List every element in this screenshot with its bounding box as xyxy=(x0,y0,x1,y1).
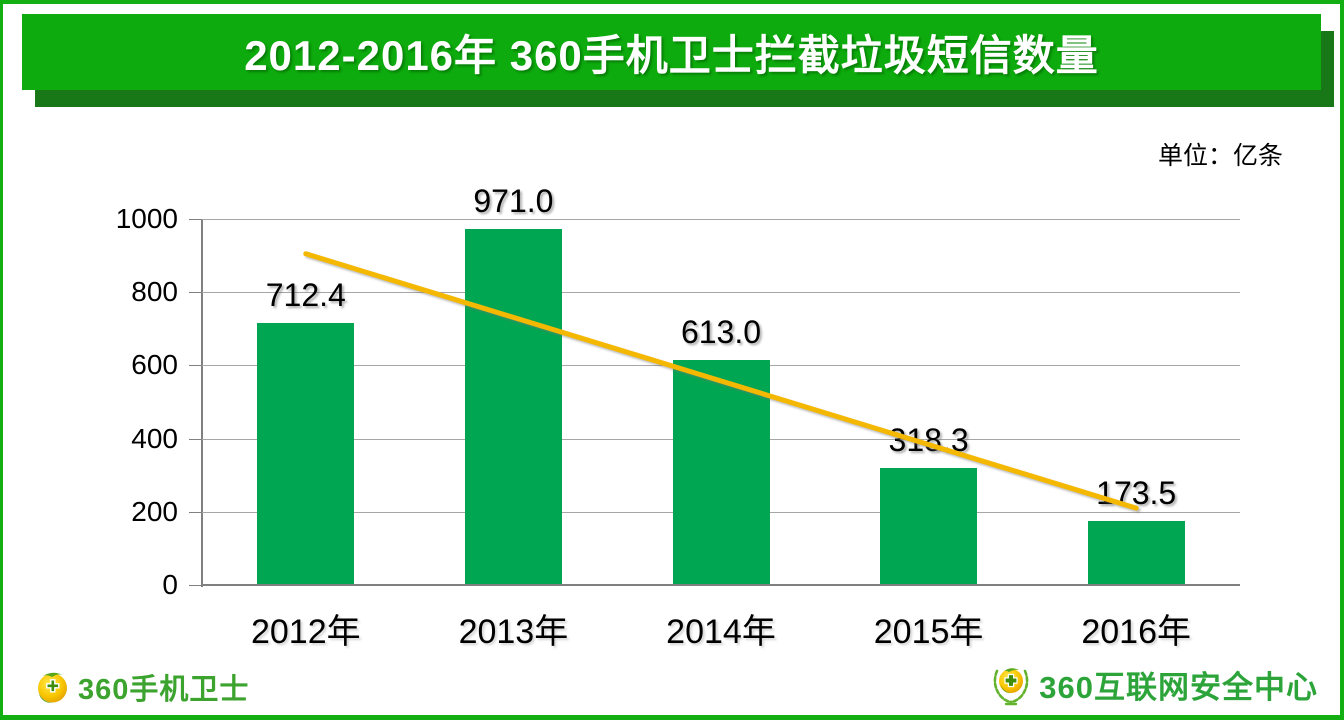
page-title: 2012-2016年 360手机卫士拦截垃圾短信数量 xyxy=(244,31,1099,79)
y-axis-label-600: 600 xyxy=(131,349,178,381)
y-axis-tick-1000 xyxy=(189,219,202,220)
value-label-2013年: 971.0 xyxy=(473,182,554,219)
bar-2013年 xyxy=(464,228,562,584)
bar-2015年 xyxy=(880,467,978,584)
x-axis-label-2013年: 2013年 xyxy=(458,613,569,651)
y-axis-label-0: 0 xyxy=(162,569,178,600)
trendline-path xyxy=(303,251,1139,511)
mobile-guard-logo-icon xyxy=(38,672,67,703)
x-axis-label-2012年: 2012年 xyxy=(250,613,361,651)
gridline-800 xyxy=(202,292,1240,294)
bar-2016年 xyxy=(1087,520,1185,584)
title-banner: 2012-2016年 360手机卫士拦截垃圾短信数量 xyxy=(22,14,1321,90)
y-axis-tick-600 xyxy=(189,365,202,367)
x-axis-label-2016年: 2016年 xyxy=(1081,613,1192,651)
y-axis-tick-200 xyxy=(189,511,202,513)
x-axis-label-2015年: 2015年 xyxy=(873,613,984,651)
y-axis-tick-800 xyxy=(189,292,202,294)
security-center-logo-text: 360互联网安全中心 xyxy=(1039,669,1318,705)
x-axis-label-2014年: 2014年 xyxy=(666,613,776,651)
y-axis-line xyxy=(201,219,203,587)
y-axis-label-1000: 1000 xyxy=(115,203,178,234)
mobile-guard-logo: 360手机卫士 xyxy=(36,666,249,708)
mobile-guard-logo-text: 360手机卫士 xyxy=(78,674,250,706)
y-axis-label-800: 800 xyxy=(131,276,178,308)
security-center-logo: 360互联网安全中心 xyxy=(990,661,1318,707)
y-axis-tick-0 xyxy=(189,585,202,586)
x-axis-line xyxy=(202,584,1240,586)
bar-2014年 xyxy=(672,359,770,584)
value-label-2014年: 613.0 xyxy=(680,313,762,350)
value-label-2012年: 712.4 xyxy=(265,277,346,314)
gridline-1000 xyxy=(202,219,1240,220)
bar-2012年 xyxy=(257,323,355,584)
plot-area: 712.4 971.0 613.0 318.3 173.5 xyxy=(202,183,1240,585)
value-label-2016年: 173.5 xyxy=(1096,474,1177,511)
y-axis-label-200: 200 xyxy=(131,495,178,527)
security-center-logo-icon xyxy=(993,668,1029,706)
trendline xyxy=(303,251,1139,511)
y-axis-label-400: 400 xyxy=(131,422,178,454)
unit-label: 单位：亿条 xyxy=(1157,142,1283,170)
y-axis-tick-400 xyxy=(189,438,202,440)
